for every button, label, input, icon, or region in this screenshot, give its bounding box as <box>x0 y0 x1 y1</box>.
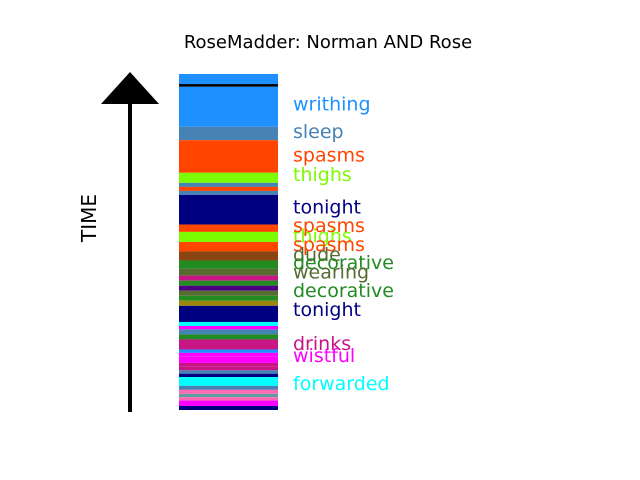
stripe-30 <box>179 352 278 357</box>
word-label-5: thighs <box>293 225 352 247</box>
stripe-26 <box>179 334 278 340</box>
stripe-33 <box>179 366 278 371</box>
word-label-10: wearing <box>293 262 369 284</box>
word-label-11: decorative <box>293 280 394 302</box>
stripe-6 <box>179 182 278 187</box>
stripe-5 <box>179 172 278 183</box>
stripe-8 <box>179 190 278 195</box>
stripe-36 <box>179 377 278 386</box>
stripe-1 <box>179 84 278 87</box>
stripe-37 <box>179 385 278 390</box>
stripe-15 <box>179 268 278 276</box>
word-label-1: sleep <box>293 121 344 143</box>
word-label-8: dude <box>293 244 341 266</box>
stripe-35 <box>179 373 278 378</box>
stripe-25 <box>179 329 278 335</box>
word-label-14: wistful <box>293 345 355 367</box>
stripe-16 <box>179 275 278 281</box>
stripe-9 <box>179 194 278 225</box>
word-label-9: decorative <box>293 252 394 274</box>
stripe-24 <box>179 326 278 330</box>
stripe-4 <box>179 140 278 173</box>
word-label-2: spasms <box>293 145 365 167</box>
stripe-42 <box>179 405 278 410</box>
word-labels: writhingsleepspasmsthighstonightthighssp… <box>293 94 394 396</box>
stripe-0 <box>179 74 278 85</box>
word-label-0: writhing <box>293 94 371 116</box>
stripe-22 <box>179 305 278 322</box>
stripe-28 <box>179 344 278 350</box>
word-label-3: thighs <box>293 164 352 186</box>
stripe-23 <box>179 321 278 326</box>
stripe-32 <box>179 362 278 367</box>
stripe-2 <box>179 86 278 127</box>
word-label-13: drinks <box>293 333 351 355</box>
stripe-11 <box>179 231 278 242</box>
stripe-column <box>179 74 278 410</box>
word-label-4: tonight <box>293 196 361 218</box>
time-arrow-head <box>101 72 159 104</box>
stripe-13 <box>179 251 278 261</box>
stripe-19 <box>179 290 278 296</box>
stripe-40 <box>179 397 278 401</box>
stripe-17 <box>179 280 278 286</box>
y-axis-label: TIME <box>77 194 101 243</box>
word-label-7: spasms <box>293 234 365 256</box>
stripe-34 <box>179 370 278 374</box>
stripe-39 <box>179 393 278 398</box>
word-label-6: spasms <box>293 215 365 237</box>
stripe-27 <box>179 339 278 345</box>
word-label-12: tonight <box>293 299 361 321</box>
stripe-3 <box>179 126 278 141</box>
stripe-18 <box>179 285 278 291</box>
stripe-29 <box>179 349 278 353</box>
stripe-12 <box>179 242 278 252</box>
stripe-14 <box>179 260 278 269</box>
stripe-38 <box>179 389 278 394</box>
stripe-7 <box>179 186 278 191</box>
stripe-21 <box>179 300 278 306</box>
stripe-20 <box>179 295 278 301</box>
time-axis: TIME <box>77 72 159 412</box>
stripe-41 <box>179 400 278 406</box>
word-label-15: forwarded <box>293 373 390 395</box>
chart-title: RoseMadder: Norman AND Rose <box>183 32 473 53</box>
stripe-31 <box>179 356 278 363</box>
stripe-10 <box>179 224 278 232</box>
